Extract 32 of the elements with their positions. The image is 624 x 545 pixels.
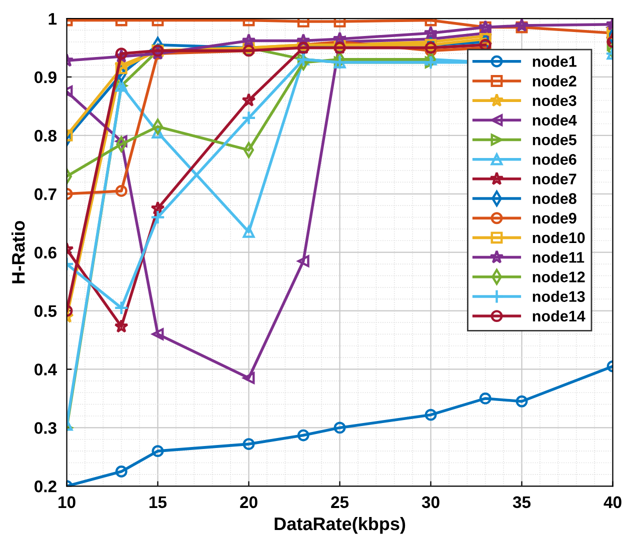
y-tick-label: 0.2 bbox=[34, 480, 56, 492]
y-tick-label: 0.9 bbox=[34, 71, 56, 84]
legend-label: node14 bbox=[532, 310, 586, 322]
y-tick-label: 1 bbox=[48, 13, 57, 25]
legend-label: node10 bbox=[532, 232, 585, 244]
x-tick-label: 35 bbox=[512, 496, 531, 508]
legend-label: node9 bbox=[532, 212, 576, 224]
legend-label: node8 bbox=[532, 192, 576, 204]
y-axis-title: H-Ratio bbox=[11, 220, 25, 284]
legend-label: node6 bbox=[532, 154, 576, 165]
x-axis-title: DataRate(kbps) bbox=[274, 516, 406, 534]
x-tick-label: 25 bbox=[331, 496, 349, 508]
x-tick-label: 15 bbox=[150, 496, 167, 508]
legend-label: node3 bbox=[532, 94, 576, 106]
legend-label: node7 bbox=[532, 173, 576, 184]
legend-label: node5 bbox=[532, 134, 576, 146]
y-tick-label: 0.4 bbox=[34, 364, 57, 376]
legend-label: node13 bbox=[532, 290, 585, 302]
y-tick-label: 0.7 bbox=[34, 188, 56, 200]
x-tick-label: 10 bbox=[58, 496, 76, 508]
x-tick-label: 30 bbox=[422, 496, 440, 508]
legend-label: node12 bbox=[532, 271, 585, 282]
x-tick-label: 20 bbox=[240, 496, 258, 508]
y-tick-label: 0.3 bbox=[34, 422, 56, 434]
y-tick-label: 0.8 bbox=[34, 130, 57, 142]
legend-label: node4 bbox=[532, 114, 577, 126]
y-tick-label: 0.5 bbox=[34, 305, 57, 317]
y-tick-label: 0.6 bbox=[34, 246, 56, 259]
legend-label: node2 bbox=[532, 75, 576, 86]
legend-label: node11 bbox=[532, 252, 584, 263]
x-tick-label: 40 bbox=[604, 496, 622, 508]
legend-label: node1 bbox=[532, 56, 576, 67]
